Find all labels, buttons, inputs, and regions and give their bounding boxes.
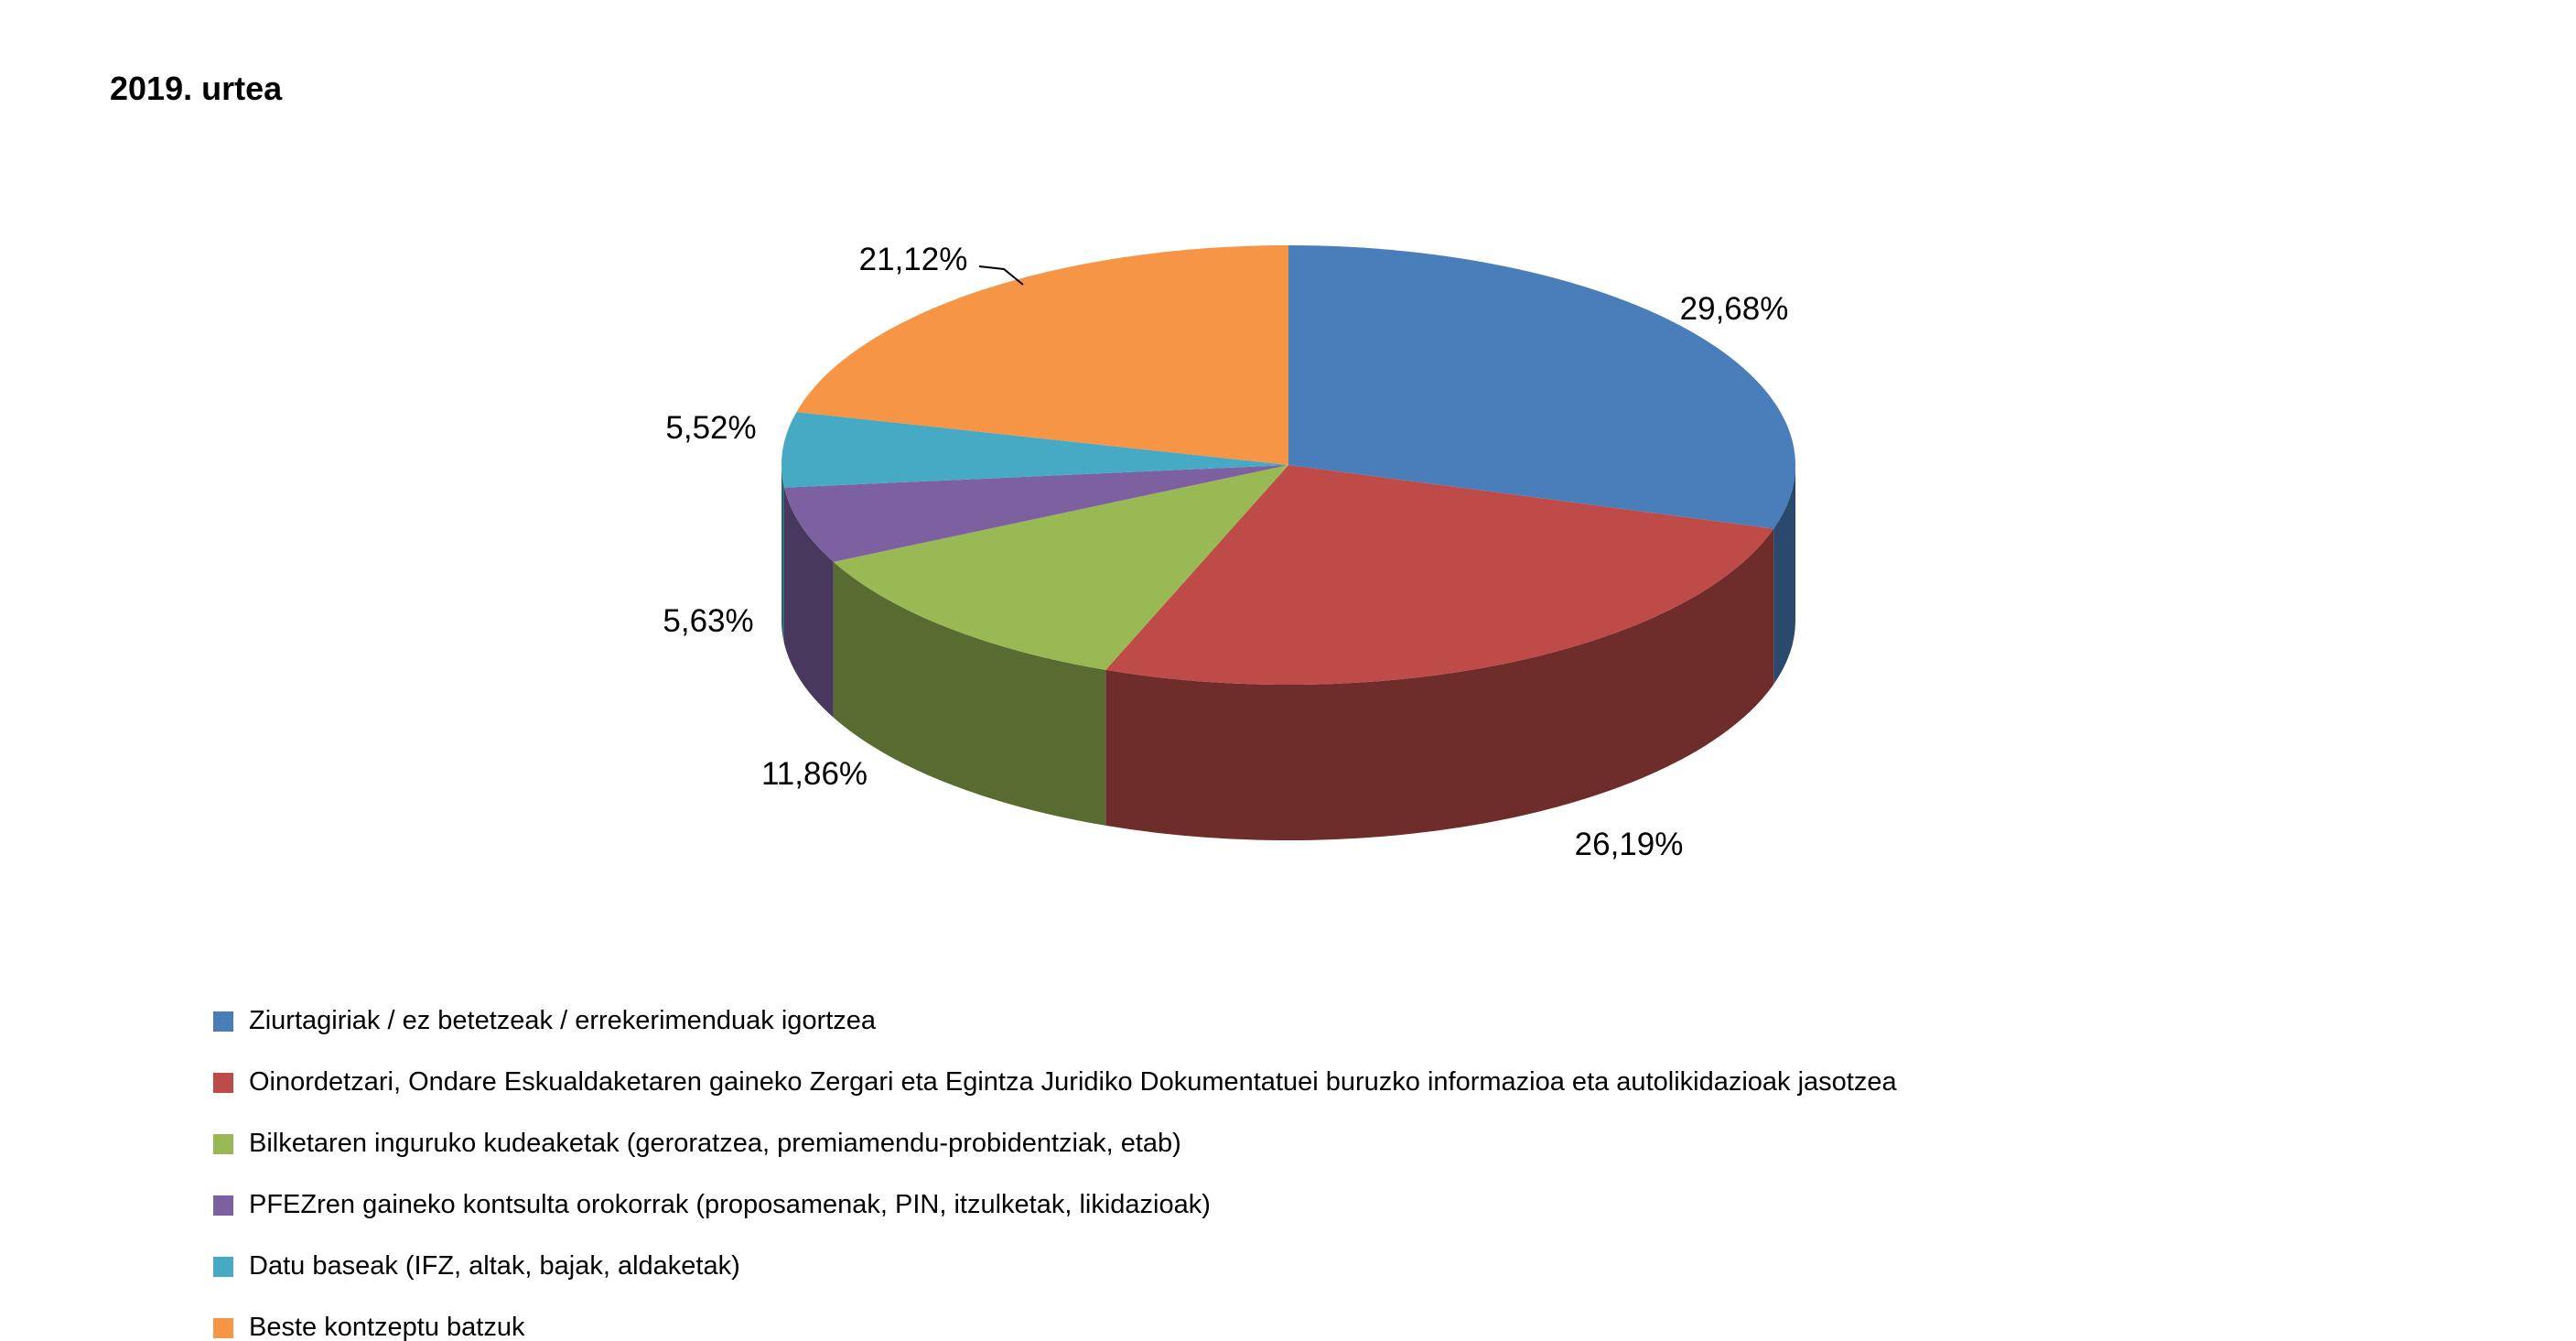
legend-item-0: Ziurtagiriak / ez betetzeak / errekerime… (213, 990, 1897, 1052)
legend-label: Beste kontzeptu batzuk (249, 1313, 525, 1341)
label-leader-line (978, 265, 1024, 286)
pie-slice-label-4: 5,52% (665, 410, 756, 446)
legend-label: Oinordetzari, Ondare Eskualdaketaren gai… (249, 1067, 1897, 1097)
legend-swatch-icon (213, 1256, 233, 1277)
pie-slice-label-2: 11,86% (761, 756, 868, 792)
pie-slice-4 (781, 412, 1288, 488)
pie-slice-label-5: 21,12% (859, 242, 968, 277)
pie-slice-0 (1288, 245, 1796, 529)
legend-swatch-icon (213, 1317, 233, 1338)
pie-slice-label-1: 26,19% (1575, 827, 1684, 862)
legend-item-4: Datu baseak (IFZ, altak, bajak, aldaketa… (213, 1236, 1897, 1297)
legend-item-2: Bilketaren inguruko kudeaketak (geroratz… (213, 1113, 1897, 1174)
legend-swatch-icon (213, 1011, 233, 1032)
legend-item-1: Oinordetzari, Ondare Eskualdaketaren gai… (213, 1052, 1897, 1113)
chart-title: 2019. urtea (110, 70, 283, 107)
pie-slice-2 (833, 465, 1288, 670)
chart-legend: Ziurtagiriak / ez betetzeak / errekerime… (213, 990, 1897, 1341)
pie-slice-1 (1105, 465, 1774, 686)
pie-slice-wall-2 (833, 561, 1106, 826)
legend-item-5: Beste kontzeptu batzuk (213, 1297, 1897, 1341)
legend-label: Ziurtagiriak / ez betetzeak / errekerime… (249, 1006, 877, 1035)
pie-slice-wall-0 (1773, 465, 1795, 685)
pie-slice-wall-3 (783, 487, 834, 718)
pie-slice-wall-4 (781, 465, 784, 643)
pie-slice-label-0: 29,68% (1680, 291, 1789, 327)
pie-slice-label-3: 5,63% (663, 603, 753, 639)
legend-swatch-icon (213, 1195, 233, 1216)
legend-item-3: PFEZren gaineko kontsulta orokorrak (pro… (213, 1174, 1897, 1236)
pie-slice-3 (783, 465, 1288, 562)
pie-slice-wall-1 (1105, 528, 1774, 841)
legend-label: Datu baseak (IFZ, altak, bajak, aldaketa… (249, 1251, 740, 1281)
legend-label: Bilketaren inguruko kudeaketak (geroratz… (249, 1129, 1181, 1158)
legend-swatch-icon (213, 1133, 233, 1154)
legend-label: PFEZren gaineko kontsulta orokorrak (pro… (249, 1190, 1211, 1219)
legend-swatch-icon (213, 1072, 233, 1093)
pie-slice-5 (796, 245, 1288, 465)
